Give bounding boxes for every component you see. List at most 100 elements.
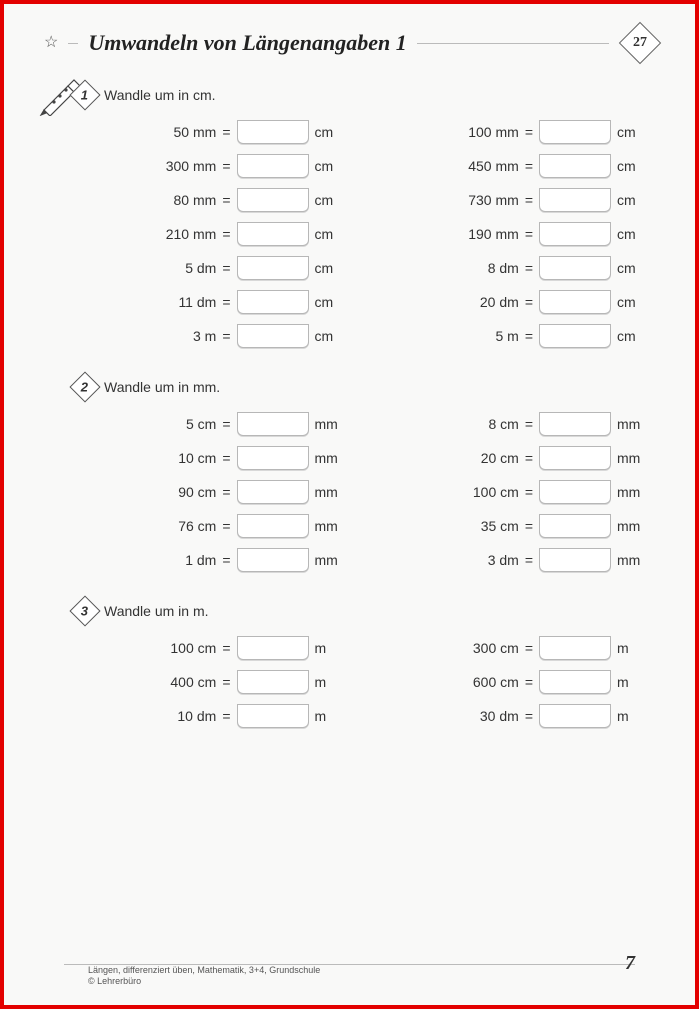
equals-sign: = [525,674,533,690]
section-instruction: Wandle um in m. [104,603,209,619]
equation-lhs: 210 mm [146,226,216,242]
answer-blank[interactable] [237,704,309,728]
equation-row: 5 cm=mm [80,412,343,436]
answer-blank[interactable] [539,154,611,178]
answer-blank[interactable] [539,446,611,470]
equals-sign: = [525,450,533,466]
equation-lhs: 8 dm [449,260,519,276]
footer-meta: Längen, differenziert üben, Mathematik, … [88,965,320,988]
equation-unit: cm [617,158,645,174]
equation-unit: mm [315,484,343,500]
equation-lhs: 20 cm [449,450,519,466]
worksheet-number: 27 [633,35,647,51]
equation-row: 8 cm=mm [383,412,646,436]
answer-blank[interactable] [237,256,309,280]
answer-blank[interactable] [237,188,309,212]
section: 2Wandle um in mm.5 cm=mm8 cm=mm10 cm=mm2… [44,376,655,572]
equation-unit: mm [315,552,343,568]
answer-blank[interactable] [237,412,309,436]
equation-row: 400 cm=m [80,670,343,694]
answer-blank[interactable] [237,636,309,660]
equation-row: 10 cm=mm [80,446,343,470]
equation-row: 300 mm=cm [80,154,343,178]
equals-sign: = [525,640,533,656]
answer-blank[interactable] [539,636,611,660]
answer-blank[interactable] [237,548,309,572]
equation-unit: m [315,640,343,656]
equation-row: 20 cm = mm [383,446,646,470]
answer-blank[interactable] [237,514,309,538]
equation-lhs: 3 dm [449,552,519,568]
equals-sign: = [525,294,533,310]
answer-blank[interactable] [539,480,611,504]
equation-lhs: 5 dm [146,260,216,276]
answer-blank[interactable] [539,514,611,538]
answer-blank[interactable] [237,670,309,694]
equation-lhs: 30 dm [449,708,519,724]
equation-lhs: 80 mm [146,192,216,208]
equals-sign: = [222,640,230,656]
answer-blank[interactable] [539,120,611,144]
answer-blank[interactable] [539,324,611,348]
answer-blank[interactable] [539,256,611,280]
answer-blank[interactable] [237,154,309,178]
equation-unit: cm [315,124,343,140]
equation-lhs: 10 dm [146,708,216,724]
equals-sign: = [222,674,230,690]
equation-unit: cm [315,294,343,310]
equals-sign: = [222,518,230,534]
equation-lhs: 5 m [449,328,519,344]
equation-lhs: 450 mm [449,158,519,174]
equation-lhs: 35 cm [449,518,519,534]
equation-unit: cm [617,294,645,310]
equation-row: 10 dm=m [80,704,343,728]
equation-lhs: 8 cm [449,416,519,432]
answer-blank[interactable] [539,670,611,694]
equation-row: 730 mm=cm [383,188,646,212]
sections-container: 1Wandle um in cm.50 mm=cm100 mm=cm300 mm… [44,84,655,728]
answer-blank[interactable] [539,290,611,314]
equals-sign: = [525,124,533,140]
equation-lhs: 300 mm [146,158,216,174]
answer-blank[interactable] [539,188,611,212]
equals-sign: = [525,192,533,208]
equation-unit: mm [617,416,645,432]
equation-lhs: 90 cm [146,484,216,500]
answer-blank[interactable] [237,480,309,504]
title-row: ☆ Umwandeln von Längenangaben 1 27 [44,28,655,58]
equals-sign: = [222,552,230,568]
answer-blank[interactable] [539,412,611,436]
equals-sign: = [525,484,533,500]
equation-lhs: 1 dm [146,552,216,568]
answer-blank[interactable] [539,548,611,572]
equation-unit: cm [617,226,645,242]
equation-unit: m [617,708,645,724]
title-rule-right [417,43,609,44]
equation-row: 20 dm=cm [383,290,646,314]
answer-blank[interactable] [539,222,611,246]
section-head: 3 Wandle um in m. [74,600,655,622]
equation-unit: mm [617,552,645,568]
section-number: 3 [81,603,88,618]
equation-row: 80 mm=cm [80,188,343,212]
equation-row: 450 mm = cm [383,154,646,178]
equation-row: 5 dm=cm [80,256,343,280]
equals-sign: = [222,260,230,276]
answer-blank[interactable] [237,446,309,470]
answer-blank[interactable] [237,222,309,246]
answer-blank[interactable] [237,324,309,348]
equals-sign: = [222,450,230,466]
answer-blank[interactable] [237,290,309,314]
section-instruction: Wandle um in cm. [104,87,216,103]
equation-unit: mm [617,450,645,466]
equals-sign: = [525,158,533,174]
equation-unit: m [315,708,343,724]
answer-blank[interactable] [539,704,611,728]
equation-unit: cm [315,158,343,174]
worksheet-page: ☆ Umwandeln von Längenangaben 1 27 1Wand… [4,4,695,1005]
equation-lhs: 190 mm [449,226,519,242]
equation-row: 300 cm=m [383,636,646,660]
answer-blank[interactable] [237,120,309,144]
equals-sign: = [222,226,230,242]
equation-unit: mm [617,484,645,500]
